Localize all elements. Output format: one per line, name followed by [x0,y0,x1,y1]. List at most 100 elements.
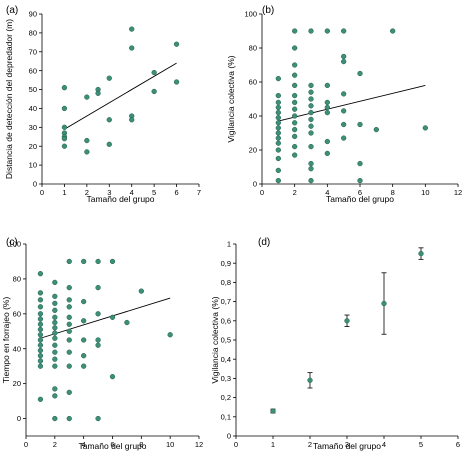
data-point [109,258,116,265]
trend-line [278,84,426,122]
data-point [95,311,101,317]
data-point [275,109,281,116]
data-point [292,126,298,133]
y-tick-label: 20 [249,146,257,155]
x-tick-label: 4 [325,188,329,197]
x-tick-label: 6 [174,188,178,197]
data-point [173,79,180,85]
data-point [52,325,58,331]
data-point [357,70,363,77]
x-axis-title: Tamaño del grupo [86,194,154,204]
data-point [66,304,72,310]
data-point [275,135,281,141]
data-point [324,99,330,106]
x-tick-label: 2 [53,440,57,449]
data-point [61,136,68,142]
data-point [308,160,314,167]
data-point [275,75,281,82]
data-point [37,271,44,277]
y-tick-label: 80 [29,28,37,37]
panel-label: (c) [6,237,18,248]
x-axis-title: Tamaño del grupo [326,194,394,204]
data-point [61,105,68,112]
data-point [292,152,298,158]
chart-panel: 0 1 2 3 4 5 6 0 0,1 0,2 0,3 0,4 0,5 0,6 0,7 0,8 0,9 1 (d) T… [210,237,460,451]
data-point [52,300,58,306]
data-point [275,115,281,121]
chart-panel: 0 2 4 6 8 10 12 0 20 40 60 80 100 (b) Tamaño del grupo… [226,5,462,204]
y-tick-label: 90 [29,10,37,19]
y-tick-label: 80 [249,44,257,53]
panel-label: (d) [258,237,270,248]
data-point [37,290,44,296]
data-point [95,342,101,348]
data-point [341,121,347,128]
data-point [324,28,330,34]
data-point [308,166,314,172]
data-point [292,72,298,78]
y-tick-label: 0,4 [221,355,231,364]
data-point [37,337,44,343]
y-tick-label: 40 [13,344,21,353]
data-point [292,45,298,51]
x-tick-label: 10 [421,188,429,197]
data-point [357,177,363,184]
data-point [307,377,313,383]
data-point [52,279,58,286]
data-point [84,94,90,100]
data-point [308,130,314,136]
y-tick-label: 0,2 [221,393,231,402]
data-point [275,167,281,174]
x-tick-label: 1 [271,440,275,449]
data-point [292,99,298,106]
x-tick-label: 12 [454,188,462,197]
data-point [308,143,314,150]
data-point [66,328,72,334]
data-point [292,143,298,150]
y-tick-label: 100 [244,10,257,19]
y-axis-title: Vigilancia colectiva (%) [226,55,236,142]
y-tick-label: 10 [29,161,37,170]
panel-label: (a) [6,5,18,16]
y-tick-label: 60 [249,78,257,87]
x-tick-label: 12 [195,440,203,449]
data-point [52,342,58,348]
y-tick-label: 0,9 [221,259,231,268]
data-point [52,356,58,362]
data-point [308,82,314,89]
data-point [308,116,314,123]
data-point [52,293,58,300]
data-point [81,337,87,343]
x-tick-label: 2 [293,188,297,197]
y-tick-label: 1 [227,240,231,249]
data-point [275,147,281,153]
y-tick-label: 0,5 [221,336,231,345]
data-point [37,326,44,333]
data-point [124,319,130,326]
data-point [66,284,72,291]
x-tick-label: 10 [166,440,174,449]
data-point [81,318,87,324]
data-point [308,109,314,116]
data-point [292,28,298,34]
data-point [95,284,101,291]
data-point [270,408,276,414]
data-point [324,150,330,157]
data-point [357,121,363,128]
data-point [138,288,144,294]
data-point [308,177,314,184]
data-point [167,332,173,338]
data-point [81,363,87,369]
data-point [95,90,101,96]
data-point [52,415,58,422]
data-point [37,316,44,322]
x-tick-label: 2 [308,440,312,449]
trend-line [40,297,171,339]
x-tick-label: 4 [130,188,134,197]
data-point [275,140,281,146]
data-point [37,363,44,369]
y-tick-label: 100 [8,240,21,249]
data-point [292,82,298,89]
data-point [52,319,58,326]
